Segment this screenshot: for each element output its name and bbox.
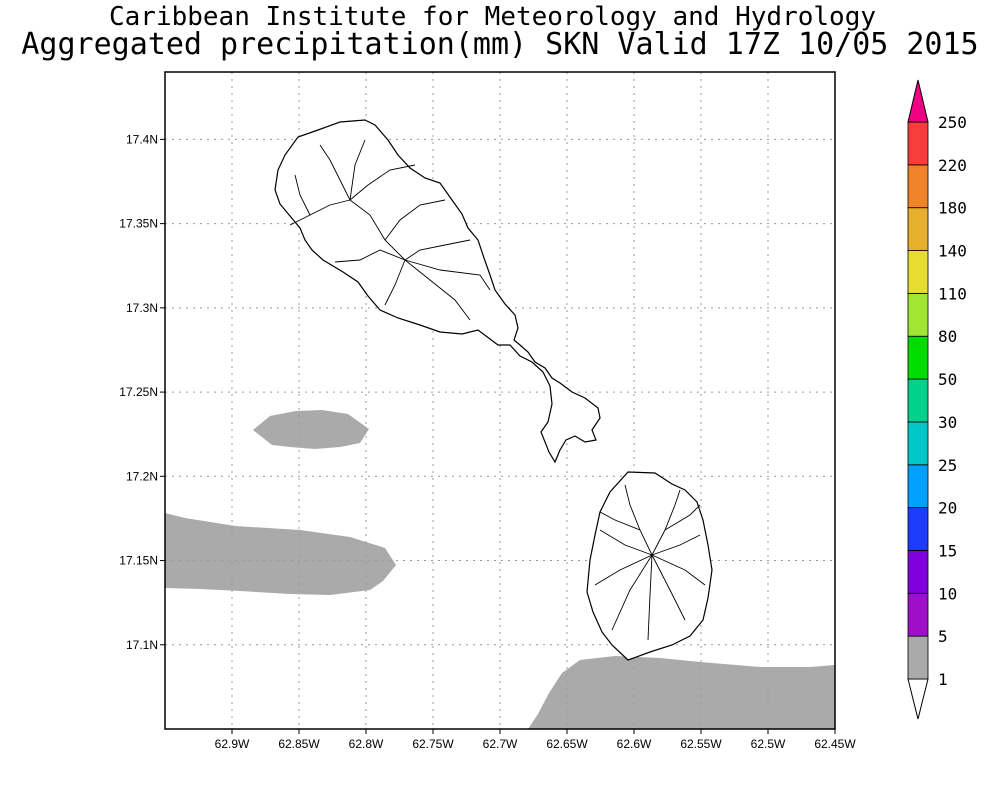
- precip-area-west: [165, 513, 396, 595]
- title-line-2: Aggregated precipitation(mm) SKN Valid 1…: [21, 27, 979, 62]
- colorbar-segment: [907, 250, 929, 294]
- lon-tick-label: 62.6W: [617, 737, 652, 751]
- colorbar-min-arrow: [907, 678, 929, 720]
- lat-tick-label: 17.25N: [119, 385, 158, 399]
- colorbar-level-label: 15: [938, 541, 957, 560]
- colorbar-level-label: 1: [938, 670, 948, 689]
- colorbar-segment: [907, 507, 929, 551]
- lon-tick-label: 62.55W: [680, 737, 722, 751]
- colorbar-level-label: 25: [938, 456, 957, 475]
- colorbar-segment: [907, 121, 929, 166]
- lon-tick-label: 62.85W: [278, 737, 320, 751]
- title-line-1: Caribbean Institute for Meteorology and …: [108, 2, 876, 32]
- lon-tick-label: 62.7W: [483, 737, 518, 751]
- nevis-drainage: [594, 484, 706, 641]
- st-kitts-drainage: [289, 139, 491, 321]
- colorbar-segment: [907, 335, 929, 380]
- lon-tick-label: 62.9W: [215, 737, 250, 751]
- colorbar-level-label: 220: [938, 156, 967, 175]
- colorbar-segment: [907, 550, 929, 594]
- colorbar-level-label: 10: [938, 584, 957, 603]
- lat-tick-label: 17.4N: [126, 132, 158, 146]
- colorbar-level-label: 50: [938, 370, 957, 389]
- colorbar-level-label: 180: [938, 199, 967, 218]
- colorbar-segment: [907, 592, 929, 637]
- colorbar-level-label: 20: [938, 499, 957, 518]
- colorbar-level-label: 110: [938, 284, 967, 303]
- colorbar-level-label: 80: [938, 327, 957, 346]
- colorbar-segment: [907, 207, 929, 251]
- islands: [274, 119, 713, 661]
- lon-tick-label: 62.45W: [814, 737, 856, 751]
- longitude-axis: 62.9W 62.85W 62.8W 62.75W 62.7W 62.65W 62.6W 62…: [215, 729, 856, 751]
- lat-tick-label: 17.3N: [126, 301, 158, 315]
- lon-tick-label: 62.75W: [412, 737, 454, 751]
- latitude-axis: 17.4N 17.35N 17.3N 17.25N 17.2N 17.15N 17.1N: [119, 132, 165, 652]
- colorbar-max-arrow: [907, 79, 929, 123]
- colorbar-level-label: 140: [938, 242, 967, 261]
- lat-tick-label: 17.1N: [126, 638, 158, 652]
- colorbar-segment: [907, 635, 929, 680]
- colorbar-segment: [907, 464, 929, 509]
- colorbar-segment: [907, 421, 929, 466]
- lat-tick-label: 17.15N: [119, 554, 158, 568]
- island-st-kitts: [274, 119, 601, 464]
- precip-layer: [165, 410, 835, 729]
- lon-tick-label: 62.65W: [546, 737, 588, 751]
- colorbar-segment: [907, 164, 929, 209]
- lat-tick-label: 17.35N: [119, 217, 158, 231]
- island-nevis: [586, 471, 713, 661]
- colorbar-segment: [907, 378, 929, 423]
- colorbar-level-label: 30: [938, 413, 957, 432]
- lon-tick-label: 62.8W: [349, 737, 384, 751]
- precip-area-north: [253, 410, 369, 449]
- colorbar-segment: [907, 292, 929, 337]
- colorbar-level-label: 250: [938, 113, 967, 132]
- precip-area-south: [528, 656, 835, 729]
- lon-tick-label: 62.5W: [751, 737, 786, 751]
- lat-tick-label: 17.2N: [126, 469, 158, 483]
- colorbar-level-label: 5: [938, 627, 948, 646]
